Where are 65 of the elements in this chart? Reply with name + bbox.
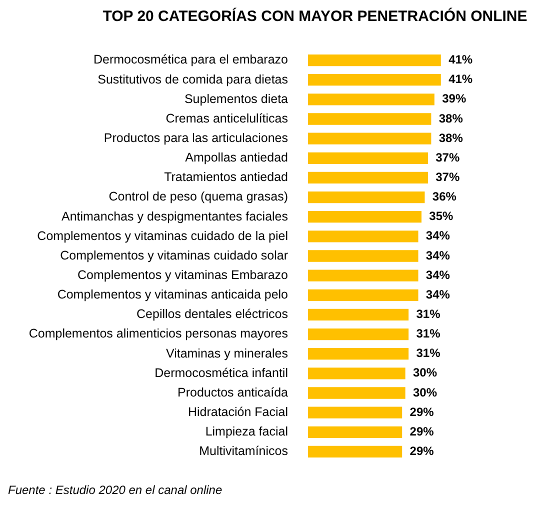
y-tick-label: Hidratación Facial <box>188 405 288 420</box>
y-tick-label: Productos anticaída <box>178 385 288 400</box>
bar <box>308 289 418 301</box>
y-tick-label: Antimanchas y despigmentantes faciales <box>61 209 288 224</box>
data-label: 31% <box>416 307 441 322</box>
y-tick-label: Complementos y vitaminas cuidado solar <box>60 248 288 262</box>
bar <box>308 54 441 66</box>
y-tick-label: Limpieza facial <box>205 424 288 439</box>
bar <box>308 250 418 262</box>
y-tick-label: Complementos alimenticios personas mayores <box>28 326 288 341</box>
chart-title: TOP 20 CATEGORÍAS CON MAYOR PENETRACIÓN ONLINE <box>102 8 528 25</box>
data-label: 31% <box>416 346 441 360</box>
data-label: 38% <box>438 111 464 126</box>
data-label: 29% <box>410 424 434 438</box>
y-tick-label: Ampollas antiedad <box>185 150 288 165</box>
data-label: 30% <box>413 385 438 400</box>
bar <box>308 152 428 164</box>
bar <box>308 446 402 458</box>
data-label: 34% <box>426 228 450 243</box>
data-label: 34% <box>426 248 450 262</box>
bar <box>308 191 425 204</box>
y-tick-label: Complementos y vitaminas cuidado de la piel <box>37 228 288 243</box>
y-tick-label: Vitaminas y minerales <box>166 346 288 360</box>
data-label: 29% <box>410 444 434 458</box>
data-label: 37% <box>436 150 460 164</box>
y-tick-label: Productos para las articulaciones <box>104 131 288 146</box>
bar <box>308 172 428 184</box>
y-tick-label: Suplementos dieta <box>184 92 288 106</box>
bar <box>308 74 441 86</box>
bar <box>308 348 409 360</box>
data-label: 34% <box>426 268 450 282</box>
data-label: 41% <box>448 72 473 86</box>
y-tick-label: Control de peso (quema grasas) <box>108 190 288 204</box>
data-label: 36% <box>432 190 457 204</box>
y-tick-label: Tratamientos antiedad <box>164 170 288 184</box>
bar <box>308 308 409 321</box>
data-label: 37% <box>436 170 460 184</box>
y-tick-label: Multivitamínicos <box>199 444 288 458</box>
data-label: 31% <box>416 326 441 341</box>
bar <box>308 328 409 340</box>
y-tick-label: Cremas anticelulíticas <box>166 111 288 126</box>
data-label: 39% <box>442 92 466 106</box>
bar <box>308 426 402 438</box>
y-tick-label: Dermocosmética para el embarazo <box>93 52 288 67</box>
bar <box>308 94 434 106</box>
data-label: 41% <box>448 52 473 67</box>
y-tick-label: Complementos y vitaminas Embarazo <box>78 268 288 282</box>
data-label: 29% <box>410 404 434 419</box>
y-tick-label: Complementos y vitaminas anticaida pelo <box>57 288 288 302</box>
y-tick-label: Dermocosmética infantil <box>154 366 288 380</box>
data-label: 30% <box>413 366 438 380</box>
y-tick-label: Cepillos dentales eléctricos <box>136 307 288 322</box>
bar <box>308 368 406 380</box>
bar <box>308 211 422 223</box>
bar <box>308 406 402 418</box>
y-tick-label: Sustitutivos de comida para dietas <box>98 72 288 86</box>
data-label: 35% <box>429 209 454 224</box>
bar <box>308 132 432 144</box>
data-label: 38% <box>438 130 464 145</box>
bar <box>308 270 418 282</box>
source-note: Fuente : Estudio 2020 en el canal online <box>8 483 224 497</box>
bar <box>308 387 406 399</box>
data-label: 34% <box>426 287 450 302</box>
bar <box>308 230 418 242</box>
bar <box>308 113 432 125</box>
